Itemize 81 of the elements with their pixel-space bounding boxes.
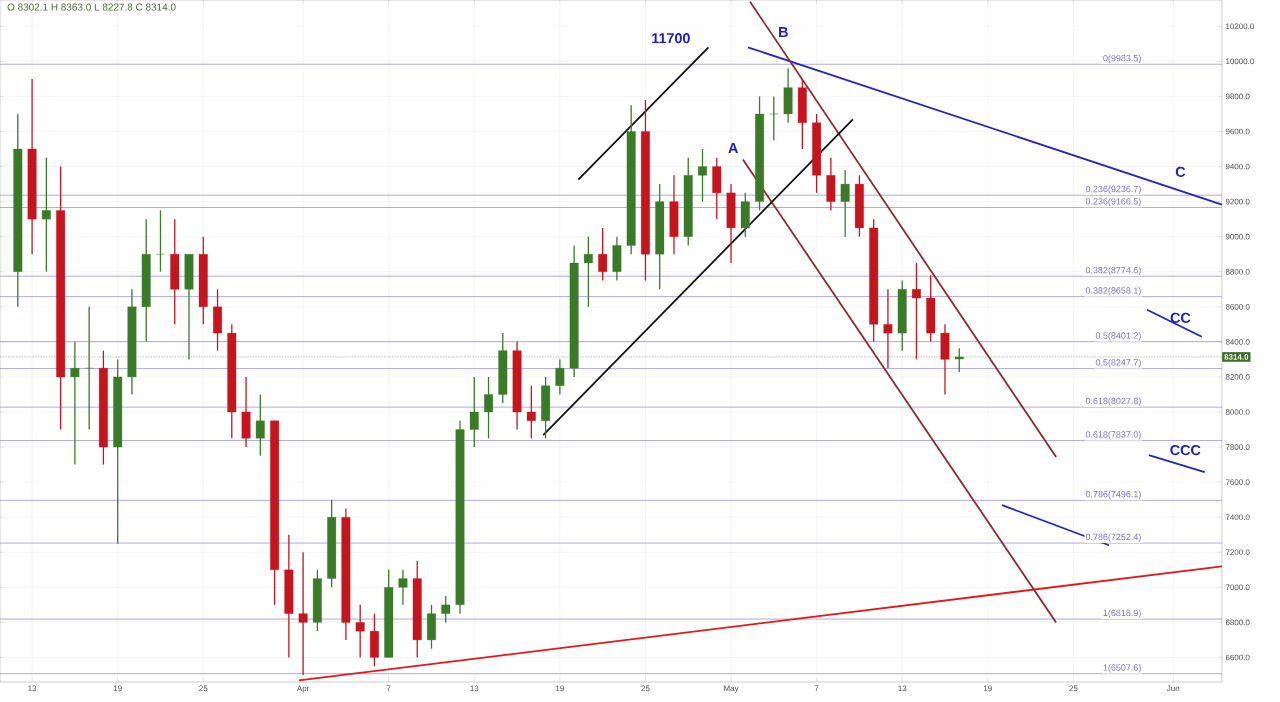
candlestick [270, 420, 280, 606]
ref-line-label: 0.786(7252.4) [1085, 533, 1141, 542]
candlestick [241, 376, 251, 448]
candlestick [869, 218, 879, 343]
candlestick [84, 306, 94, 431]
ref-line-label: 0.618(8027.8) [1085, 397, 1141, 406]
candlestick [712, 157, 722, 220]
candlestick [98, 349, 108, 466]
candlestick [384, 569, 394, 659]
candlestick [469, 376, 479, 448]
ref-line-label: 0.5(8247.7) [1095, 359, 1141, 368]
candlestick [541, 376, 551, 439]
candlestick [170, 218, 180, 325]
candlestick [113, 358, 123, 545]
ref-line-label: 1(6507.6) [1103, 664, 1141, 673]
candlestick [726, 183, 736, 264]
ref-line-label: 0(9983.5) [1103, 54, 1141, 64]
chart-title: O 8302.1 H 8363.0 L 8227.8 C 8314.0 [7, 3, 176, 11]
candlestick [626, 104, 636, 255]
candlestick [355, 604, 365, 659]
candlestick [441, 595, 451, 624]
candlestick [227, 323, 237, 439]
ref-line-label: 0.236(9166.5) [1085, 197, 1141, 207]
ref-line-label: 0.786(7496.1) [1085, 490, 1141, 500]
candlestick [27, 78, 37, 255]
ref-line-label: 0.618(7837.0) [1085, 431, 1141, 440]
candlestick [156, 209, 165, 273]
candlestick [783, 67, 793, 124]
candlestick [655, 183, 665, 290]
ref-line-label: 0.382(8774.6) [1085, 266, 1141, 275]
candlestick [526, 385, 536, 439]
candlestick [598, 227, 608, 282]
candlestick [455, 420, 465, 615]
annotation: CCC [1170, 445, 1201, 456]
candlestick [141, 218, 151, 343]
candlestick [812, 113, 822, 194]
candlestick [883, 288, 893, 369]
candlestick [370, 612, 379, 667]
candlestick [698, 148, 707, 203]
candlestick [312, 569, 322, 632]
candlestick [840, 169, 850, 238]
candlestick [56, 165, 66, 431]
candlestick [41, 157, 51, 273]
candlestick [398, 569, 408, 606]
candlestick [826, 157, 836, 212]
candlestick [13, 113, 23, 308]
candlestick [755, 95, 764, 212]
candlestick [940, 323, 950, 396]
candlestick [683, 157, 693, 247]
candlestick [284, 534, 294, 659]
candlestick [484, 376, 493, 439]
ref-line-label: 0.5(8401.2) [1095, 332, 1141, 341]
candlestick [641, 99, 650, 282]
candlestick [926, 274, 936, 343]
ref-line-label: 0.236(9236.7) [1085, 185, 1141, 194]
annotation: CC [1170, 312, 1191, 323]
candlestick [327, 499, 337, 588]
candlestick [198, 236, 208, 325]
candlestick [769, 95, 779, 141]
candlestick [669, 174, 679, 255]
candlestick [555, 358, 565, 396]
annotation: A [728, 143, 738, 153]
annotation: C [1175, 166, 1186, 177]
ref-line-label: 0.382(8658.1) [1085, 287, 1141, 296]
candlestick [583, 236, 593, 308]
candlestick [341, 507, 351, 641]
candlestick [213, 288, 222, 352]
candlestick [412, 560, 422, 659]
annotation: 11700 [652, 33, 690, 44]
candlestick [912, 262, 921, 361]
candlestick [255, 393, 265, 457]
candlestick [797, 78, 807, 150]
candlestick [512, 341, 522, 431]
annotation: B [779, 27, 788, 37]
candlestick [298, 551, 308, 676]
candlestick [740, 192, 750, 238]
ref-line-label: 1(6818.9) [1103, 609, 1141, 618]
candlestick [854, 174, 864, 238]
candlestick [612, 236, 622, 282]
candlestick [427, 604, 436, 650]
candlestick [897, 279, 907, 352]
